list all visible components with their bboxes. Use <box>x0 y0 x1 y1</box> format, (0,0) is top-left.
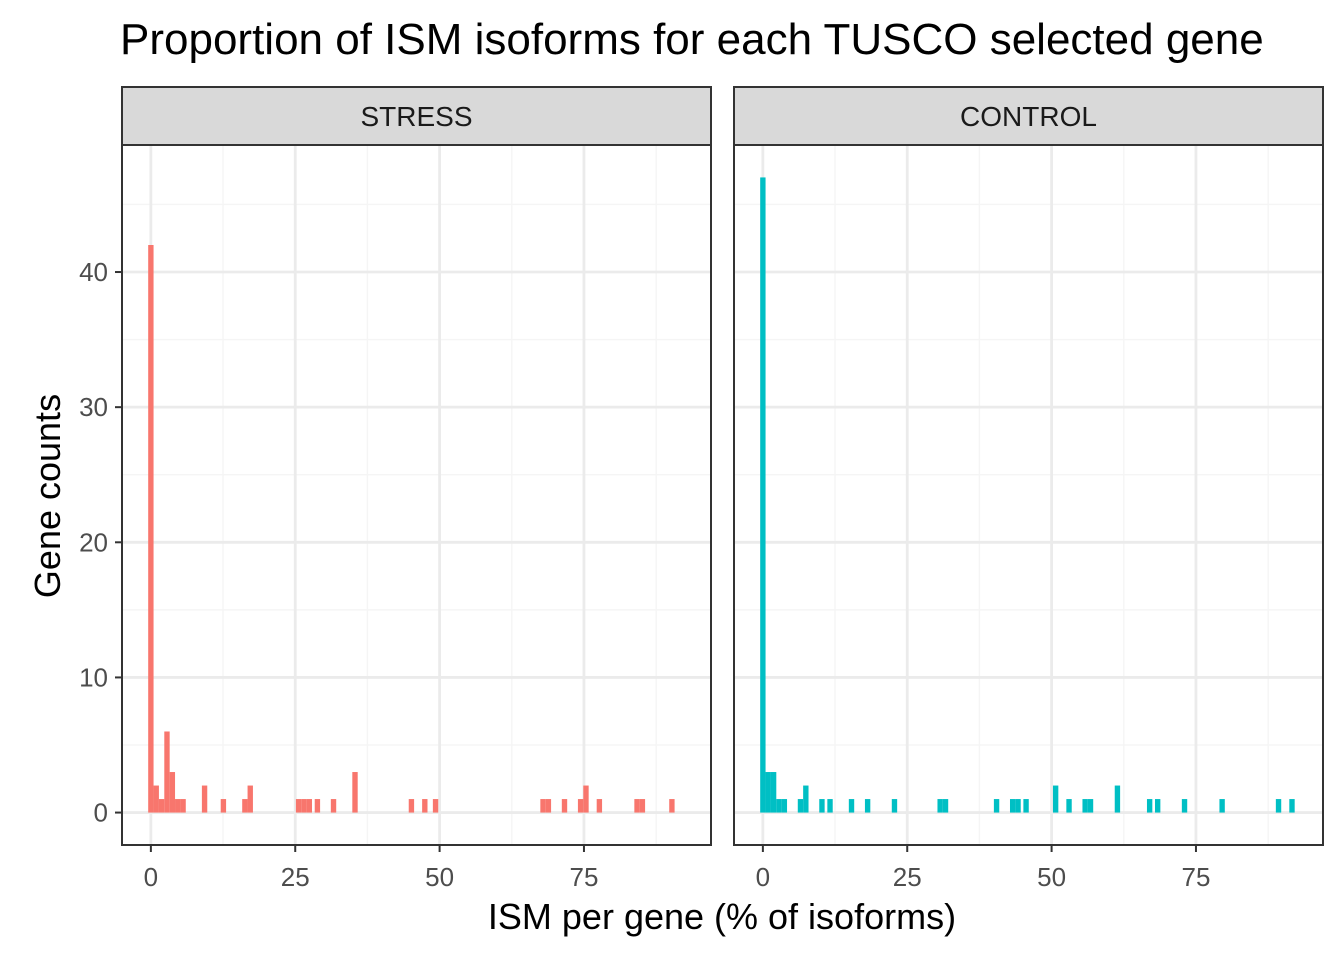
histogram-bar <box>301 799 307 813</box>
x-tick-label: 25 <box>893 862 922 892</box>
histogram-bar <box>242 799 248 813</box>
x-tick-label: 75 <box>569 862 598 892</box>
histogram-bar <box>583 785 589 813</box>
x-tick-label: 50 <box>425 862 454 892</box>
histogram-bar <box>352 772 358 813</box>
histogram-bar <box>1289 799 1295 813</box>
histogram-bar <box>1114 785 1121 813</box>
histogram-bar <box>639 799 646 813</box>
chart-title: Proportion of ISM isoforms for each TUSC… <box>120 15 1264 64</box>
histogram-bar <box>891 799 898 813</box>
x-tick-label: 50 <box>1037 862 1066 892</box>
histogram-bar <box>314 799 321 813</box>
histogram-bar <box>1146 799 1153 813</box>
histogram-bar <box>760 177 766 813</box>
histogram-bar <box>1082 799 1088 813</box>
y-axis-title: Gene counts <box>27 393 68 599</box>
histogram-bar <box>634 799 640 813</box>
facet-panel-stress: STRESS 0 25 50 75 0 10 20 30 40 <box>79 86 712 892</box>
histogram-bar <box>201 785 208 813</box>
histogram-bar <box>596 799 603 813</box>
histogram-bar <box>175 799 181 813</box>
histogram-bar <box>540 799 546 813</box>
histogram-bar <box>432 799 439 813</box>
facet-strip <box>733 86 1324 146</box>
histogram-bar <box>408 799 415 813</box>
histogram-bar <box>993 799 1000 813</box>
x-tick-label: 0 <box>756 862 770 892</box>
facet-strip <box>121 86 712 146</box>
histogram-bar <box>819 799 825 813</box>
histogram-bar <box>306 799 313 813</box>
histogram-bar <box>1052 785 1059 813</box>
histogram-bar <box>1154 799 1161 813</box>
histogram-bar <box>848 799 855 813</box>
histogram-bar <box>148 245 154 813</box>
histogram-bar <box>669 799 675 813</box>
facet-strip-label: CONTROL <box>960 101 1097 132</box>
histogram-bar <box>164 731 170 813</box>
x-tick-label: 0 <box>144 862 158 892</box>
y-tick-label: 10 <box>79 662 108 692</box>
histogram-bar <box>1009 799 1016 813</box>
histogram-bar <box>864 799 871 813</box>
y-tick-label: 20 <box>79 527 108 557</box>
facet-panel-control: CONTROL 0 25 50 75 <box>733 86 1324 892</box>
panel-background <box>734 145 1323 845</box>
histogram-bar <box>180 799 186 813</box>
histogram-bar <box>1023 799 1029 813</box>
facet-strip-label: STRESS <box>360 101 472 132</box>
histogram-bar <box>169 772 176 813</box>
histogram-bar <box>770 772 777 813</box>
histogram-bar <box>803 785 809 813</box>
histogram-bar <box>330 799 337 813</box>
y-tick-label: 40 <box>79 257 108 287</box>
histogram-bar <box>827 799 833 813</box>
histogram-bar <box>1066 799 1072 813</box>
histogram-bar <box>220 799 227 813</box>
histogram-bar <box>422 799 428 813</box>
histogram-bar <box>942 799 949 813</box>
histogram-bar <box>781 799 788 813</box>
histogram-bar <box>937 799 943 813</box>
x-axis-title: ISM per gene (% of isoforms) <box>0 896 1344 938</box>
x-tick-label: 25 <box>281 862 310 892</box>
histogram-bar <box>776 799 782 813</box>
y-tick-label: 0 <box>94 798 108 828</box>
y-tick-label: 30 <box>79 392 108 422</box>
histogram-bar <box>765 772 771 813</box>
histogram-bar <box>577 799 584 813</box>
histogram-bar <box>797 799 804 813</box>
histogram-bar <box>561 799 568 813</box>
panel-background <box>122 145 711 845</box>
histogram-bar <box>1015 799 1021 813</box>
histogram-bar <box>295 799 302 813</box>
histogram-bar <box>158 799 165 813</box>
histogram-bar <box>247 785 253 813</box>
x-tick-label: 75 <box>1181 862 1210 892</box>
histogram-bar <box>1087 799 1094 813</box>
histogram-bar <box>1181 799 1188 813</box>
x-axis-title-text: ISM per gene (% of isoforms) <box>487 896 957 937</box>
histogram-bar <box>1219 799 1225 813</box>
histogram-bar <box>1275 799 1282 813</box>
histogram-bar <box>153 785 159 813</box>
histogram-bar <box>545 799 552 813</box>
